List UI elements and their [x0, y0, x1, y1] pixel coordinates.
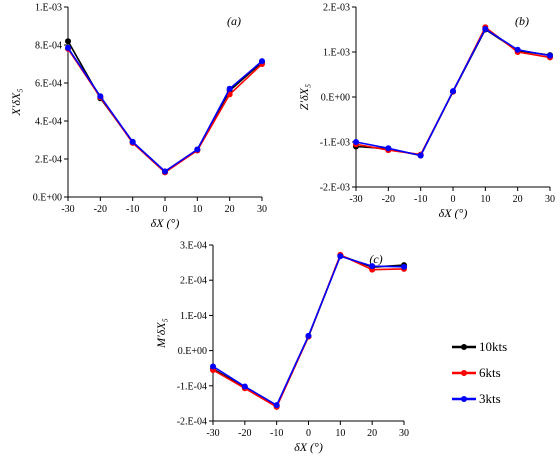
- y-tick-label-a: 1.E-03: [35, 3, 62, 14]
- data-point-3kts-a: [226, 85, 233, 92]
- data-point-3kts-c: [369, 263, 376, 270]
- data-point-3kts-b: [482, 26, 489, 33]
- data-point-3kts-c: [305, 332, 312, 339]
- x-tick-label-c: -10: [270, 428, 283, 439]
- panel-label-c: (c): [369, 252, 382, 266]
- data-point-3kts-c: [337, 253, 344, 260]
- legend-item-3kts: 3kts: [452, 391, 501, 406]
- x-tick-label-a: 0: [163, 204, 168, 215]
- chart-panel-c: -30 -20 -10 0 10 20 30 -2.E-04 -1.E-04 0.E+00 1.E-…: [154, 241, 409, 455]
- legend-label-6kts: 6kts: [479, 365, 501, 380]
- data-point-3kts-a: [194, 146, 201, 153]
- legend-item-10kts: 10kts: [452, 339, 507, 354]
- y-tick-label-b: -1.E-03: [320, 138, 350, 149]
- panel-label-b: (b): [515, 14, 529, 28]
- y-axis-label-a: X′δX₅: [9, 88, 23, 116]
- chart-panel-b: -30 -20 -10 0 10 20 30 -2.E-03 -1.E-03 0.E+00 1.E-…: [297, 3, 555, 221]
- x-tick-label-a: 30: [257, 204, 267, 215]
- x-tick-label-b: -30: [349, 194, 362, 205]
- y-tick-label-a: 8.E-04: [35, 41, 62, 52]
- y-tick-label-b: -2.E-03: [320, 183, 350, 194]
- y-tick-label-c: 2.E-04: [180, 276, 207, 287]
- data-point-3kts-c: [401, 263, 407, 270]
- y-tick-label-c: -2.E-04: [177, 417, 207, 428]
- y-tick-label-c: 0.E+00: [178, 346, 207, 357]
- x-tick-label-b: 20: [513, 194, 523, 205]
- x-tick-label-c: 20: [367, 428, 377, 439]
- x-axis-label-b: δX (°): [439, 206, 468, 220]
- x-axis-label-a: δX (°): [151, 216, 180, 230]
- data-point-3kts-b: [417, 152, 424, 159]
- y-tick-label-b: 2.E-03: [323, 3, 350, 14]
- data-point-3kts-a: [259, 58, 265, 65]
- legend-label-10kts: 10kts: [479, 339, 507, 354]
- legend-label-3kts: 3kts: [479, 391, 501, 406]
- x-tick-label-b: 0: [451, 194, 456, 205]
- data-point-10kts-a: [65, 38, 71, 45]
- x-tick-label-a: -10: [126, 204, 139, 215]
- data-point-3kts-a: [65, 44, 71, 51]
- x-tick-label-c: -20: [238, 428, 251, 439]
- x-tick-label-b: 10: [480, 194, 490, 205]
- y-tick-label-c: 3.E-04: [180, 241, 207, 252]
- data-point-3kts-a: [162, 168, 168, 175]
- data-point-3kts-b: [547, 52, 553, 59]
- data-point-3kts-b: [385, 145, 392, 152]
- data-point-3kts-b: [450, 88, 456, 95]
- y-tick-label-a: 6.E-04: [35, 79, 62, 90]
- x-tick-label-c: 30: [399, 428, 409, 439]
- y-tick-label-c: 1.E-04: [180, 311, 207, 322]
- data-point-3kts-a: [97, 93, 104, 100]
- data-point-3kts-b: [514, 46, 521, 53]
- y-tick-label-c: -1.E-04: [177, 381, 207, 392]
- x-tick-label-b: -20: [382, 194, 395, 205]
- x-tick-label-c: 0: [306, 428, 311, 439]
- x-tick-label-b: -10: [414, 194, 427, 205]
- y-axis-label-c: M′δX₅: [154, 318, 168, 349]
- x-axis-label-c: δX (°): [294, 440, 323, 454]
- data-point-3kts-c: [241, 383, 248, 390]
- x-tick-label-a: -30: [61, 204, 74, 215]
- x-tick-label-a: 10: [192, 204, 202, 215]
- series-line-10kts-a: [67, 40, 263, 174]
- x-tick-label-a: 20: [225, 204, 235, 215]
- panel-label-a: (a): [227, 14, 241, 28]
- series-line-6kts-a: [67, 48, 263, 174]
- chart-panel-a: -30 -20 -10 0 10 20 30 0.E+00 2.E-04 4.E-04 6.E-04…: [9, 3, 267, 231]
- data-point-3kts-b: [353, 139, 359, 145]
- legend: 10kts 6kts 3kts: [452, 339, 507, 406]
- x-tick-label-c: -30: [206, 428, 219, 439]
- data-point-3kts-c: [273, 402, 280, 409]
- y-tick-label-b: 1.E-03: [323, 48, 350, 59]
- x-tick-label-c: 10: [335, 428, 345, 439]
- legend-item-6kts: 6kts: [452, 365, 501, 380]
- series-line-3kts-a: [67, 47, 263, 173]
- y-tick-label-a: 0.E+00: [33, 193, 62, 204]
- y-axis-label-b: Z′δX₅: [297, 84, 311, 110]
- y-tick-label-a: 2.E-04: [35, 155, 62, 166]
- series-line-3kts-c: [212, 255, 405, 406]
- y-tick-label-b: 0.E+00: [321, 93, 350, 104]
- y-tick-label-a: 4.E-04: [35, 117, 62, 128]
- data-point-3kts-c: [210, 363, 216, 370]
- x-tick-label-b: 30: [545, 194, 555, 205]
- data-point-3kts-a: [129, 138, 136, 145]
- x-tick-label-a: -20: [94, 204, 107, 215]
